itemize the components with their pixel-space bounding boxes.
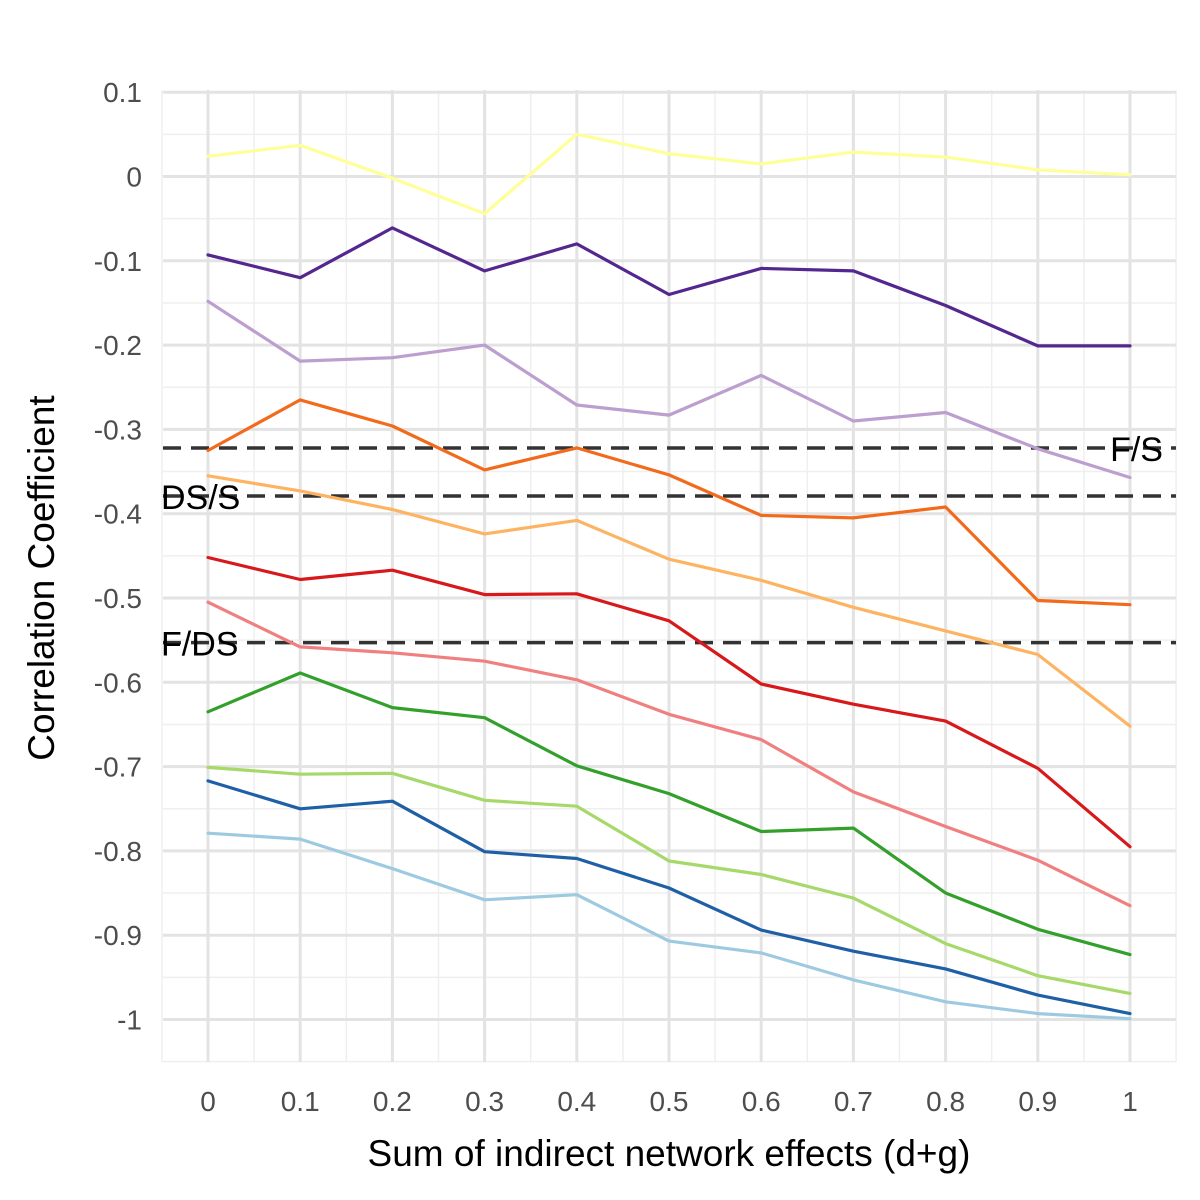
x-tick-label: 0.1 bbox=[281, 1086, 320, 1117]
x-tick-label: 0.7 bbox=[834, 1086, 873, 1117]
reference-line-label: F/S bbox=[1110, 431, 1163, 469]
x-tick-label: 1 bbox=[1122, 1086, 1138, 1117]
x-tick-label: 0.9 bbox=[1018, 1086, 1057, 1117]
series-line bbox=[206, 600, 1132, 908]
y-tick-label: -0.7 bbox=[94, 752, 142, 783]
series-line bbox=[206, 299, 1132, 480]
series-line bbox=[206, 671, 1132, 957]
y-tick-label: 0 bbox=[126, 162, 142, 193]
y-tick-label: -0.3 bbox=[94, 414, 142, 445]
y-tick-label: -0.2 bbox=[94, 330, 142, 361]
y-tick-label: -0.4 bbox=[94, 499, 142, 530]
y-tick-label: -0.9 bbox=[94, 920, 142, 951]
y-tick-label: -0.1 bbox=[94, 246, 142, 277]
series-lines bbox=[206, 132, 1132, 1021]
x-tick-label: 0.3 bbox=[465, 1086, 504, 1117]
series-line bbox=[206, 474, 1132, 728]
series-line bbox=[206, 779, 1132, 1016]
series-line bbox=[206, 831, 1132, 1021]
series-line bbox=[206, 765, 1132, 995]
x-axis-title: Sum of indirect network effects (d+g) bbox=[368, 1133, 971, 1174]
x-tick-label: 0.5 bbox=[650, 1086, 689, 1117]
x-tick-label: 0 bbox=[200, 1086, 216, 1117]
y-tick-label: -0.5 bbox=[94, 583, 142, 614]
x-tick-label: 0.4 bbox=[557, 1086, 596, 1117]
grid bbox=[161, 90, 1177, 1063]
series-line bbox=[206, 398, 1132, 607]
x-tick-label: 0.8 bbox=[926, 1086, 965, 1117]
series-line bbox=[206, 226, 1132, 348]
series-line bbox=[206, 132, 1132, 216]
x-tick-labels: 0 0.1 0.2 0.3 0.4 0.5 0.6 0.7 0.8 0.9 1 bbox=[200, 1086, 1138, 1117]
series-line bbox=[206, 555, 1132, 849]
x-tick-label: 0.2 bbox=[373, 1086, 412, 1117]
y-tick-label: -1 bbox=[117, 1005, 142, 1036]
y-tick-labels: 0.1 0 -0.1 -0.2 -0.3 -0.4 -0.5 -0.6 -0.7 -0.8 -0.9… bbox=[94, 77, 142, 1035]
reference-labels: F/S DS/S F/DS bbox=[161, 431, 1163, 664]
reference-line-label: DS/S bbox=[161, 479, 240, 517]
y-tick-label: 0.1 bbox=[103, 77, 142, 108]
y-tick-label: -0.6 bbox=[94, 667, 142, 698]
x-tick-label: 0.6 bbox=[742, 1086, 781, 1117]
y-axis-title: Correlation Coefficient bbox=[21, 395, 62, 761]
y-tick-label: -0.8 bbox=[94, 836, 142, 867]
reference-line-label: F/DS bbox=[161, 626, 238, 664]
